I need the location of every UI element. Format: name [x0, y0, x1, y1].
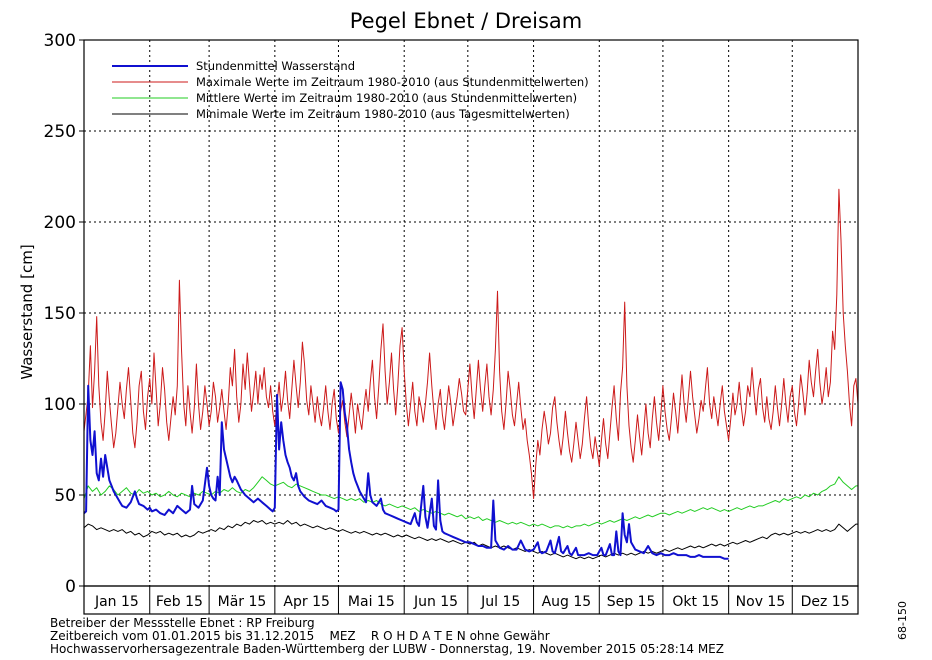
footer-source: Hochwasservorhersagezentrale Baden-Württ… — [50, 642, 724, 656]
month-label: Dez 15 — [801, 594, 850, 610]
month-label: Sep 15 — [607, 594, 656, 610]
series-line-1 — [83, 188, 859, 500]
y-axis-label: Wasserstand [cm] — [18, 244, 36, 379]
chart-title: Pegel Ebnet / Dreisam — [350, 9, 582, 33]
y-tick-label: 0 — [65, 577, 76, 597]
month-label: Feb 15 — [156, 594, 203, 610]
x-axis-months: Jan 15 Feb 15 Mär 15 Apr 15 Mai 15 Jun 15 Jul … — [94, 586, 850, 614]
side-code: 68-150 — [896, 601, 909, 640]
y-tick-label: 100 — [44, 395, 76, 415]
month-label: Nov 15 — [736, 594, 786, 610]
month-label: Okt 15 — [672, 594, 719, 610]
y-tick-label: 50 — [54, 486, 76, 506]
legend-label: Stundenmittel Wasserstand — [196, 59, 355, 73]
month-label: Apr 15 — [283, 594, 329, 610]
series-line-0 — [83, 381, 729, 560]
y-tick-label: 250 — [44, 122, 76, 142]
month-label: Jul 15 — [480, 594, 520, 610]
legend-label: Maximale Werte im Zeitraum 1980-2010 (au… — [196, 75, 589, 89]
y-tick-label: 200 — [44, 213, 76, 233]
legend: Stundenmittel Wasserstand Maximale Werte … — [112, 59, 589, 121]
y-tick-label: 300 — [44, 31, 76, 51]
month-label: Jun 15 — [413, 594, 458, 610]
month-label-band — [83, 585, 859, 615]
series-line-2 — [83, 476, 858, 529]
month-label: Jan 15 — [94, 594, 139, 610]
series-lines — [83, 188, 859, 560]
footer-operator: Betreiber der Messstelle Ebnet : RP Frei… — [50, 616, 315, 630]
legend-label: Mittlere Werte im Zeitraum 1980-2010 (au… — [196, 91, 577, 105]
month-label: Aug 15 — [542, 594, 592, 610]
month-label: Mai 15 — [348, 594, 395, 610]
y-tick-label: 150 — [44, 304, 76, 324]
legend-label: Minimale Werte im Zeitraum 1980-2010 (au… — [196, 107, 570, 121]
month-label: Mär 15 — [218, 594, 267, 610]
y-axis-ticks: 0 50 100 150 200 250 300 — [44, 31, 84, 597]
footer-time-range: Zeitbereich vom 01.01.2015 bis 31.12.201… — [50, 629, 550, 643]
series-line-3 — [83, 520, 858, 560]
